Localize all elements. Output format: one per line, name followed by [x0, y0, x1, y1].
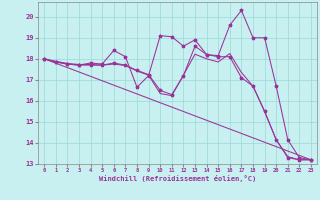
X-axis label: Windchill (Refroidissement éolien,°C): Windchill (Refroidissement éolien,°C): [99, 175, 256, 182]
